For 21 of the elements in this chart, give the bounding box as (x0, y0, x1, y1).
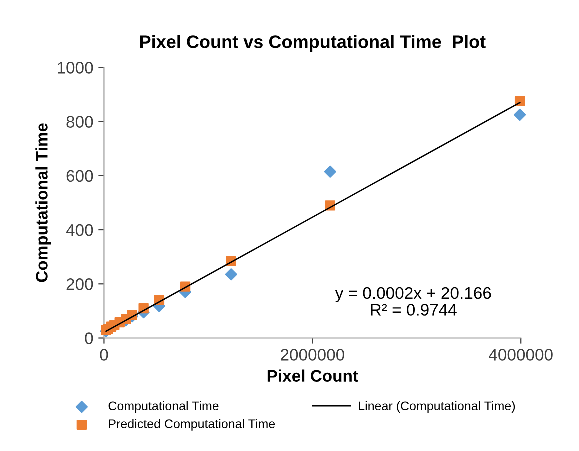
y-tick-label: 600 (66, 170, 94, 182)
annotation: y = 0.0002x + 20.166 (335, 287, 492, 302)
chart-title: Pixel Count vs Computational Time Plot (140, 35, 486, 52)
x-tick-label: 2000000 (281, 349, 344, 361)
y-tick-label: 800 (66, 116, 94, 128)
point (225, 268, 238, 281)
y-tick-label: 200 (66, 278, 94, 290)
legend-label: Linear (Computational Time) (359, 401, 516, 414)
annotation: R² = 0.9744 (371, 304, 457, 316)
y-axis-title: Computational Time (36, 124, 52, 282)
x-tick-label: 0 (100, 349, 108, 361)
legend-label: Computational Time (108, 401, 219, 414)
y-tick-label: 0 (85, 332, 94, 344)
point (514, 108, 526, 122)
legend-label: Predicted Computational Time (109, 419, 276, 431)
point (514, 96, 526, 107)
x-axis-title: Pixel Count (268, 370, 358, 382)
y-tick-label: 400 (66, 224, 94, 236)
y-tick-label: 1000 (58, 62, 94, 74)
x-tick-label: 4000000 (489, 349, 553, 361)
point (324, 166, 336, 178)
